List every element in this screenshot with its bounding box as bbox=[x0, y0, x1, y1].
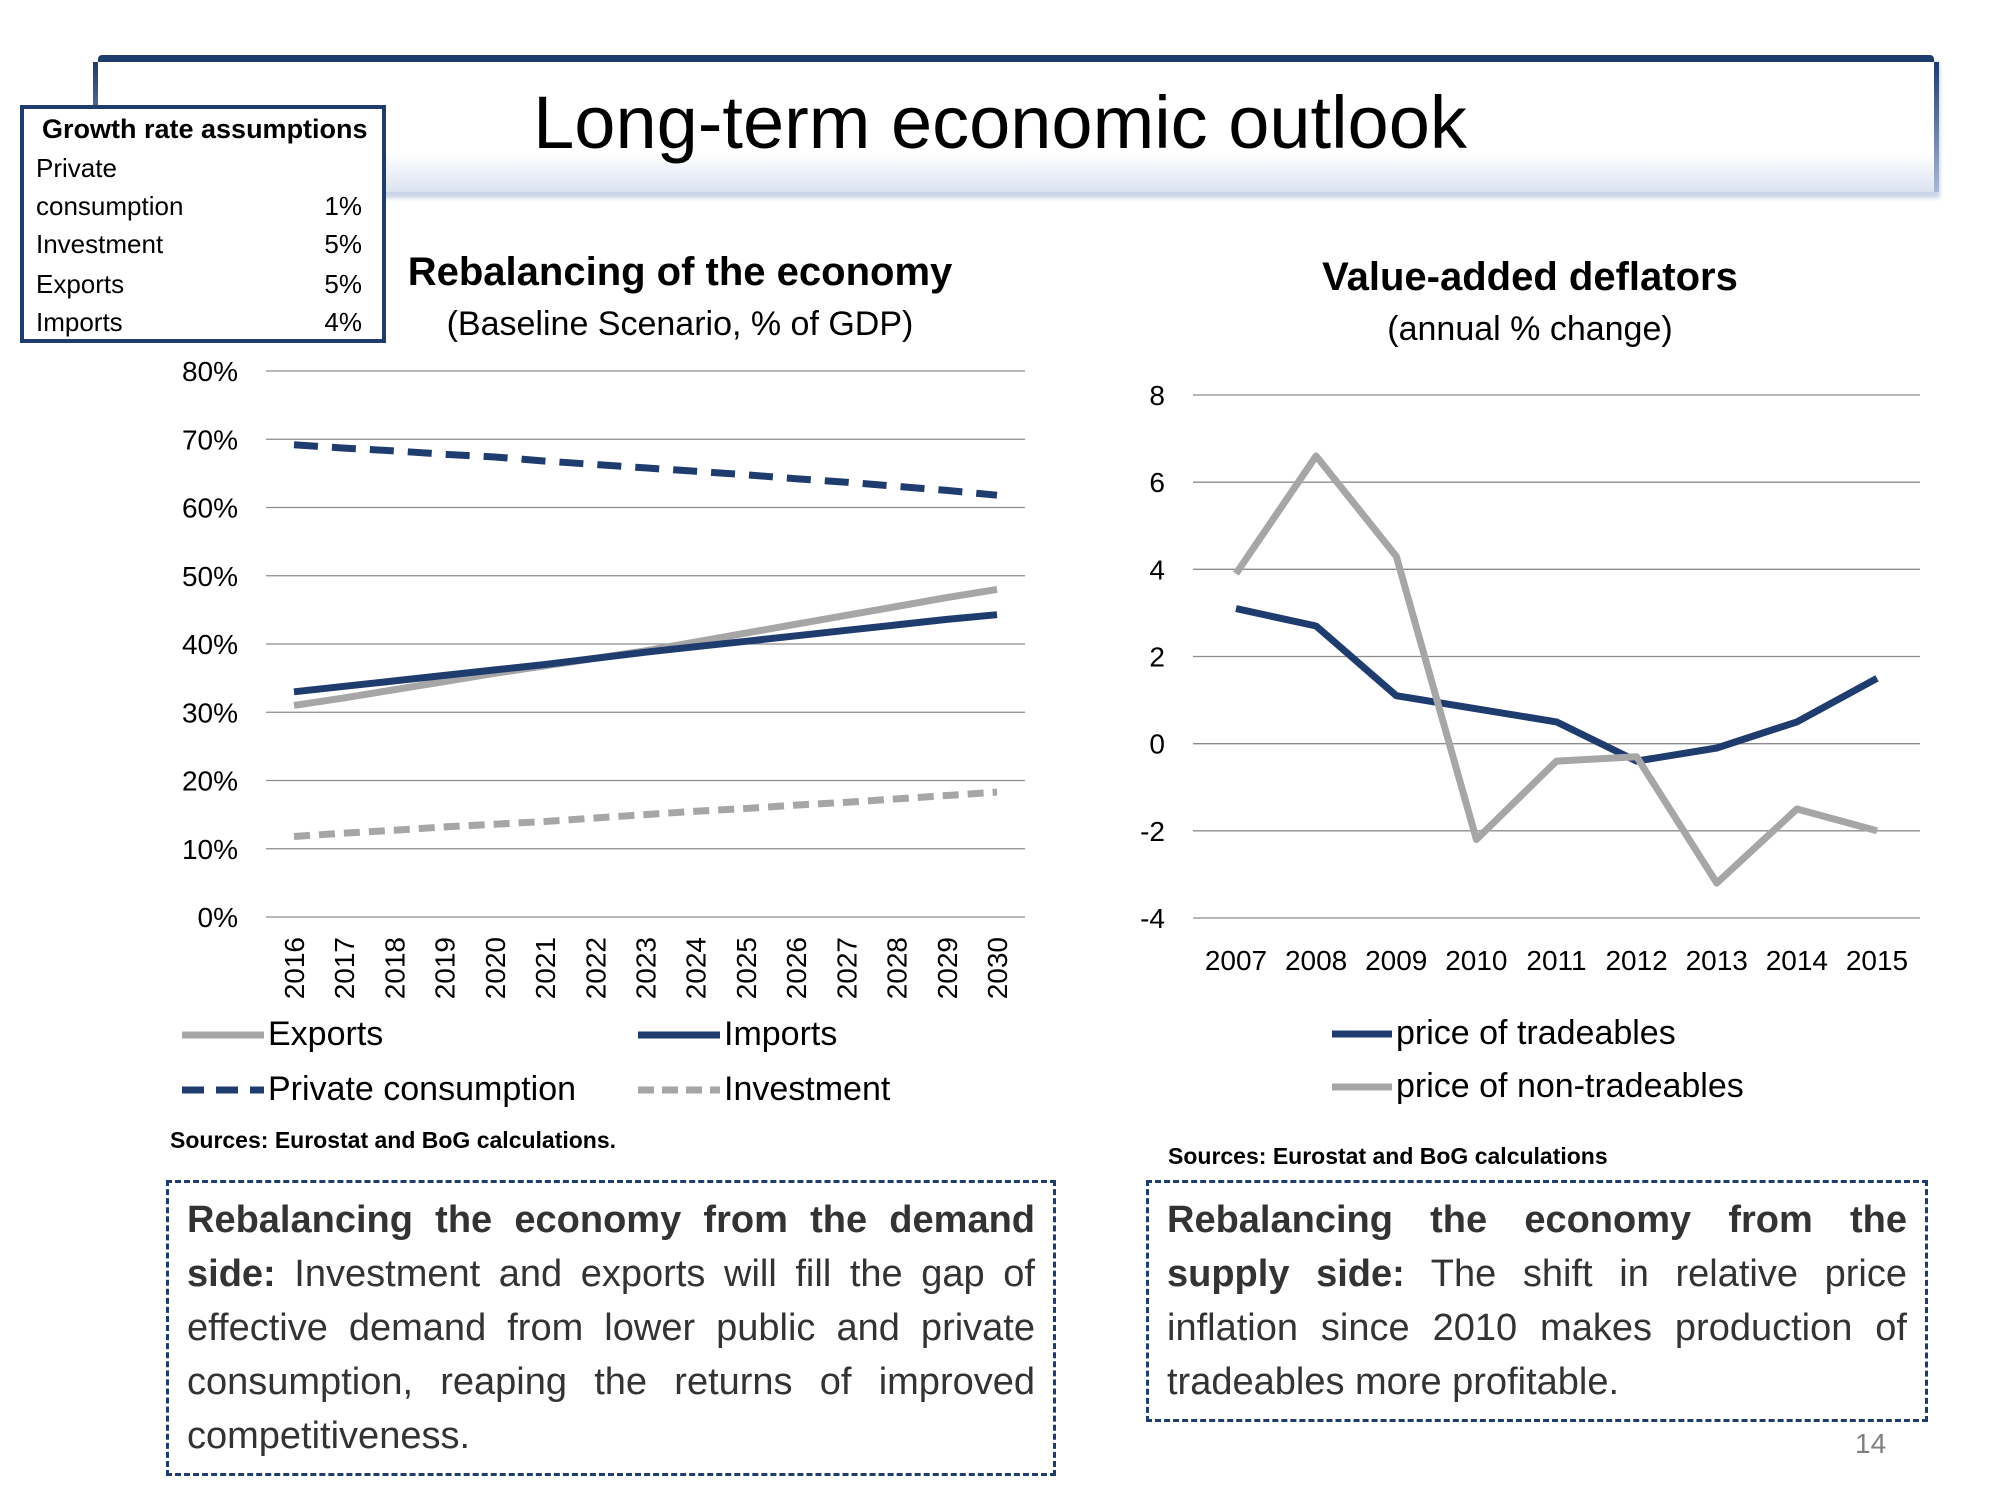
x-tick-label: 2025 bbox=[731, 937, 762, 999]
y-tick-label: 6 bbox=[1149, 467, 1165, 498]
y-tick-label: 30% bbox=[182, 697, 238, 728]
x-tick-label: 2026 bbox=[781, 937, 812, 999]
assumption-value: 5% bbox=[324, 269, 362, 299]
right-chart-source: Sources: Eurostat and BoG calculations bbox=[1168, 1143, 1608, 1169]
y-tick-label: 80% bbox=[182, 356, 238, 387]
x-tick-label: 2021 bbox=[530, 937, 561, 999]
series-line bbox=[293, 441, 998, 499]
note-heading: Rebalancing the economy from the demand … bbox=[187, 1199, 1035, 1295]
x-tick-label: 2008 bbox=[1285, 945, 1347, 976]
y-tick-label: 50% bbox=[182, 561, 238, 592]
assumption-label: Private bbox=[36, 153, 117, 183]
assumption-label: Investment bbox=[36, 229, 164, 259]
x-tick-label: 2018 bbox=[379, 937, 410, 999]
y-tick-label: 0 bbox=[1149, 729, 1165, 760]
legend-item-exports: Exports bbox=[180, 1015, 383, 1054]
left-chart-source: Sources: Eurostat and BoG calculations. bbox=[170, 1127, 617, 1153]
page-number: 14 bbox=[1855, 1428, 1887, 1459]
x-tick-label: 2029 bbox=[932, 937, 963, 999]
y-tick-label: 10% bbox=[182, 834, 238, 865]
y-tick-label: -2 bbox=[1140, 816, 1165, 847]
x-tick-label: 2013 bbox=[1686, 945, 1748, 976]
y-tick-label: 40% bbox=[182, 629, 238, 660]
assumptions-heading: Growth rate assumptions bbox=[42, 114, 368, 144]
y-tick-label: 0% bbox=[198, 902, 238, 933]
x-tick-label: 2009 bbox=[1365, 945, 1427, 976]
assumption-value: 4% bbox=[324, 307, 362, 337]
legend-label: price of non-tradeables bbox=[1396, 1067, 1744, 1105]
left-chart: 0% 10% 20% 30% 40% 50% 60% 70% 80% 2016 2017 2018 20… bbox=[182, 356, 1025, 999]
x-tick-label: 2016 bbox=[279, 937, 310, 999]
x-tick-label: 2017 bbox=[329, 937, 360, 999]
series-line bbox=[293, 611, 998, 696]
x-tick-label: 2030 bbox=[982, 937, 1013, 999]
y-tick-label: -4 bbox=[1140, 903, 1165, 934]
legend-swatch bbox=[638, 1086, 720, 1093]
right-chart-title: Value-added deflators bbox=[1322, 255, 1738, 299]
assumption-label: Imports bbox=[36, 307, 123, 337]
legend-swatch bbox=[182, 1086, 264, 1093]
legend-label: Imports bbox=[724, 1015, 838, 1053]
demand-side-note: Rebalancing the economy from the demand … bbox=[166, 1180, 1056, 1476]
legend-item-investment: Investment bbox=[636, 1070, 890, 1109]
x-tick-label: 2011 bbox=[1526, 945, 1586, 976]
y-tick-label: 2 bbox=[1149, 642, 1165, 673]
x-tick-label: 2022 bbox=[580, 937, 611, 999]
legend-swatch bbox=[1332, 1083, 1392, 1090]
x-tick-label: 2028 bbox=[882, 937, 913, 999]
left-chart-subtitle: (Baseline Scenario, % of GDP) bbox=[446, 305, 914, 343]
y-tick-label: 20% bbox=[182, 766, 238, 797]
right-chart-subtitle: (annual % change) bbox=[1387, 310, 1673, 348]
legend-label: Exports bbox=[268, 1015, 384, 1053]
x-tick-label: 2019 bbox=[430, 937, 461, 999]
assumption-value: 5% bbox=[324, 229, 362, 259]
series-line bbox=[293, 788, 998, 840]
left-chart-title: Rebalancing of the economy bbox=[407, 250, 953, 294]
x-tick-label: 2024 bbox=[681, 937, 712, 999]
legend-label: Investment bbox=[724, 1070, 891, 1108]
x-tick-label: 2012 bbox=[1605, 945, 1667, 976]
x-tick-label: 2007 bbox=[1205, 945, 1267, 976]
assumption-value: 1% bbox=[324, 191, 362, 221]
x-tick-label: 2015 bbox=[1846, 945, 1908, 976]
legend-item-non-tradeables: price of non-tradeables bbox=[1330, 1067, 1744, 1106]
series-line bbox=[1233, 452, 1878, 887]
legend-label: Private consumption bbox=[268, 1070, 577, 1108]
legend-item-private-consumption: Private consumption bbox=[180, 1070, 576, 1109]
legend-swatch bbox=[182, 1031, 264, 1038]
series-line bbox=[1235, 605, 1879, 765]
y-tick-label: 70% bbox=[182, 424, 238, 455]
x-tick-label: 2020 bbox=[480, 937, 511, 999]
note-heading: Rebalancing the economy from the supply … bbox=[1167, 1199, 1907, 1295]
x-tick-label: 2027 bbox=[831, 937, 862, 999]
assumption-label: consumption bbox=[36, 191, 184, 221]
y-tick-label: 4 bbox=[1149, 554, 1165, 585]
x-tick-label: 2014 bbox=[1766, 945, 1828, 976]
assumption-label: Exports bbox=[36, 269, 125, 299]
note-text: Investment and exports will fill the gap… bbox=[187, 1253, 1035, 1457]
supply-side-note: Rebalancing the economy from the supply … bbox=[1146, 1180, 1928, 1422]
legend-item-imports: Imports bbox=[636, 1015, 837, 1054]
series-line bbox=[293, 585, 998, 709]
y-tick-label: 8 bbox=[1149, 380, 1165, 411]
legend-swatch bbox=[638, 1031, 720, 1038]
legend-swatch bbox=[1332, 1030, 1392, 1037]
x-tick-label: 2010 bbox=[1445, 945, 1507, 976]
x-tick-label: 2023 bbox=[631, 937, 662, 999]
legend-item-tradeables: price of tradeables bbox=[1330, 1014, 1676, 1053]
legend-label: price of tradeables bbox=[1396, 1014, 1676, 1052]
y-tick-label: 60% bbox=[182, 493, 238, 524]
page-title: Long-term economic outlook bbox=[533, 81, 1467, 164]
title-banner bbox=[93, 55, 1939, 192]
growth-assumptions-box: Growth rate assumptions Private consumpt… bbox=[20, 105, 386, 343]
right-chart: -4 -2 0 2 4 6 8 2007 2008 2009 2010 2011 2012 2013 201… bbox=[1140, 380, 1920, 976]
note-text: The shift in relative price inflation si… bbox=[1167, 1253, 1907, 1403]
